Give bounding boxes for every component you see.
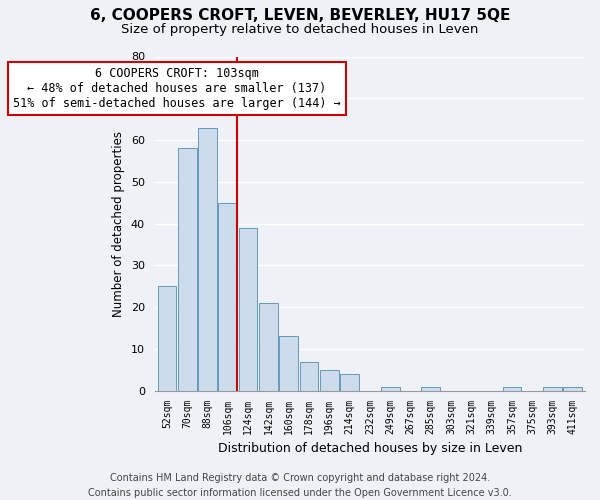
Bar bbox=[503, 386, 521, 391]
Bar bbox=[543, 386, 562, 391]
Text: 6 COOPERS CROFT: 103sqm
← 48% of detached houses are smaller (137)
51% of semi-d: 6 COOPERS CROFT: 103sqm ← 48% of detache… bbox=[13, 67, 341, 110]
Bar bbox=[280, 336, 298, 391]
Bar bbox=[239, 228, 257, 391]
Y-axis label: Number of detached properties: Number of detached properties bbox=[112, 130, 125, 316]
Bar bbox=[259, 303, 278, 391]
X-axis label: Distribution of detached houses by size in Leven: Distribution of detached houses by size … bbox=[218, 442, 522, 455]
Text: Contains HM Land Registry data © Crown copyright and database right 2024.
Contai: Contains HM Land Registry data © Crown c… bbox=[88, 472, 512, 498]
Bar bbox=[563, 386, 582, 391]
Bar bbox=[178, 148, 197, 391]
Text: 6, COOPERS CROFT, LEVEN, BEVERLEY, HU17 5QE: 6, COOPERS CROFT, LEVEN, BEVERLEY, HU17 … bbox=[90, 8, 510, 22]
Bar bbox=[381, 386, 400, 391]
Bar bbox=[299, 362, 319, 391]
Bar bbox=[421, 386, 440, 391]
Bar bbox=[218, 202, 237, 391]
Bar bbox=[198, 128, 217, 391]
Bar bbox=[320, 370, 338, 391]
Bar bbox=[340, 374, 359, 391]
Text: Size of property relative to detached houses in Leven: Size of property relative to detached ho… bbox=[121, 22, 479, 36]
Bar bbox=[158, 286, 176, 391]
